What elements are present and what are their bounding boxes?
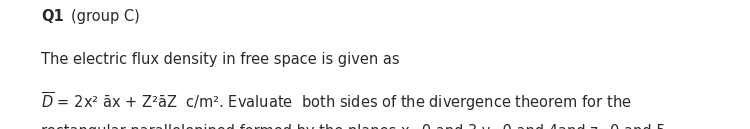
Text: rectangular parallelepiped formed by the planes x=0 and 3 y=0 and 4and z=0 and 5: rectangular parallelepiped formed by the…: [41, 124, 670, 129]
Text: The electric flux density in free space is given as: The electric flux density in free space …: [41, 52, 400, 67]
Text: $\overline{D}$ = 2x² āx + Z²āZ  c/m². Evaluate  both sides of the divergence the: $\overline{D}$ = 2x² āx + Z²āZ c/m². Eva…: [41, 90, 632, 113]
Text: (group C): (group C): [70, 9, 140, 24]
Text: Q1: Q1: [41, 9, 64, 24]
